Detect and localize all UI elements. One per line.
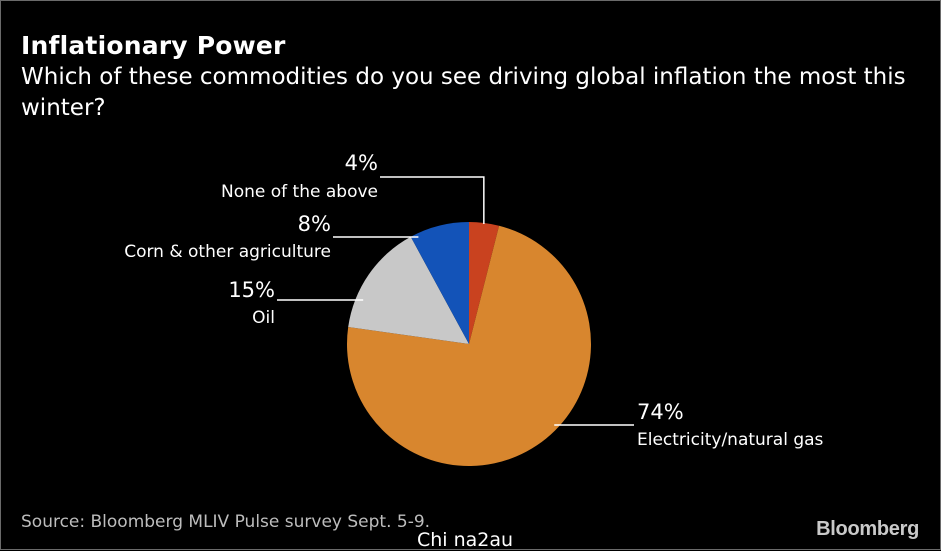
pie-slice-none-of-the-above [469, 222, 500, 344]
leader-line [380, 176, 485, 224]
data-label-value: 4% [345, 151, 378, 175]
source-note: Source: Bloomberg MLIV Pulse survey Sept… [21, 512, 431, 532]
data-label-value: 74% [637, 400, 684, 424]
data-label-category: Electricity/natural gas [637, 430, 824, 450]
watermark-text: Chi na2au [417, 529, 514, 551]
data-label-category: Corn & other agriculture [124, 242, 331, 262]
pie-slice-oil [348, 236, 469, 344]
data-label-value: 15% [228, 278, 275, 302]
pie-slice-corn-other-agriculture [410, 222, 469, 344]
data-label-category: Oil [252, 308, 275, 328]
chart-title: Inflationary Power [21, 31, 286, 60]
chart-subtitle: Which of these commodities do you see dr… [21, 64, 906, 121]
pie-slice-electricity-natural-gas [347, 225, 591, 466]
bloomberg-logo: Bloomberg [816, 518, 919, 540]
data-label-value: 8% [298, 212, 331, 236]
data-label-category: None of the above [221, 182, 378, 202]
